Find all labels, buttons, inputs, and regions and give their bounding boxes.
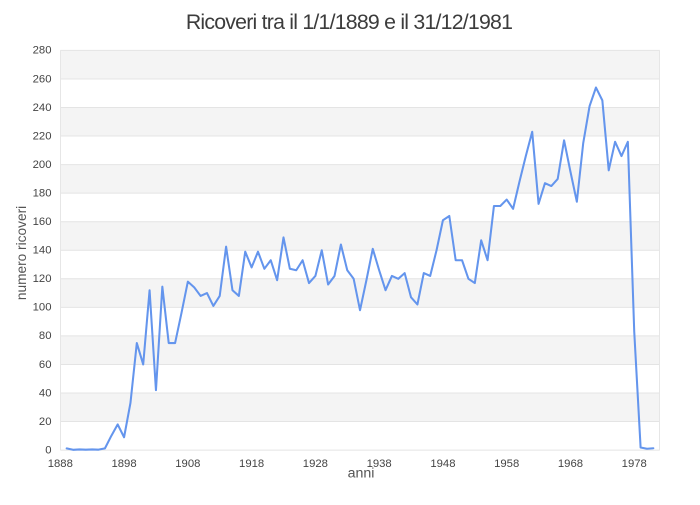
svg-text:180: 180 — [33, 187, 52, 199]
svg-text:160: 160 — [33, 216, 52, 228]
svg-text:280: 280 — [33, 45, 52, 57]
svg-text:60: 60 — [39, 359, 52, 371]
svg-text:1908: 1908 — [175, 458, 200, 470]
svg-text:0: 0 — [45, 444, 51, 456]
svg-text:1968: 1968 — [558, 458, 583, 470]
svg-text:40: 40 — [39, 387, 52, 399]
svg-text:80: 80 — [39, 330, 52, 342]
svg-text:20: 20 — [39, 416, 52, 428]
svg-text:120: 120 — [33, 273, 52, 285]
svg-text:200: 200 — [33, 159, 52, 171]
svg-text:1898: 1898 — [111, 458, 136, 470]
svg-text:100: 100 — [33, 302, 52, 314]
svg-text:1958: 1958 — [494, 458, 519, 470]
svg-text:anni: anni — [348, 466, 375, 482]
svg-text:1938: 1938 — [367, 458, 392, 470]
svg-text:1948: 1948 — [430, 458, 455, 470]
svg-text:Ricoveri tra il 1/1/1889 e il: Ricoveri tra il 1/1/1889 e il 31/12/1981 — [186, 10, 512, 34]
svg-text:140: 140 — [33, 245, 52, 257]
svg-text:1978: 1978 — [622, 458, 647, 470]
svg-text:260: 260 — [33, 73, 52, 85]
svg-text:1888: 1888 — [48, 458, 73, 470]
svg-text:1928: 1928 — [303, 458, 328, 470]
svg-text:240: 240 — [33, 102, 52, 114]
svg-text:numero ricoveri: numero ricoveri — [14, 206, 29, 300]
svg-text:1918: 1918 — [239, 458, 264, 470]
svg-text:220: 220 — [33, 130, 52, 142]
